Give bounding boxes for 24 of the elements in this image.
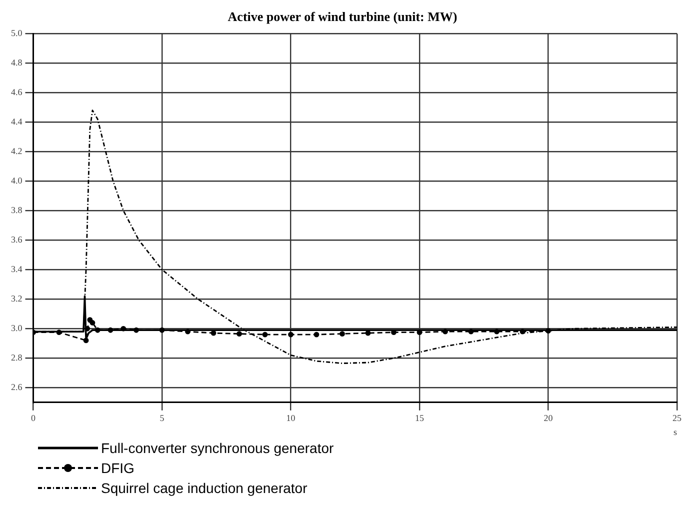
y-tick-label: 5.0 <box>11 28 23 38</box>
legend-label: DFIG <box>101 459 134 478</box>
y-tick-label: 4.6 <box>11 86 23 97</box>
y-tick-label: 3.0 <box>11 323 23 333</box>
x-tick-label: 10 <box>286 413 296 424</box>
y-tick-label: 2.6 <box>11 382 23 392</box>
x-tick-label: 15 <box>415 413 424 424</box>
y-tick-label: 4.8 <box>11 57 23 68</box>
chart-title: Active power of wind turbine (unit: MW) <box>228 9 458 24</box>
y-tick-label: 3.4 <box>11 264 23 274</box>
y-tick-label: 4.4 <box>11 116 23 126</box>
y-tick-label: 3.2 <box>11 293 22 304</box>
y-tick-label: 3.8 <box>11 204 23 215</box>
y-tick-label: 4.2 <box>11 146 22 156</box>
x-tick-label: 25 <box>672 413 682 424</box>
x-tick-label: 5 <box>160 413 165 424</box>
y-tick-label: 2.8 <box>11 352 23 363</box>
x-axis-title: s <box>673 426 678 437</box>
legend-label: Full-converter synchronous generator <box>101 439 334 458</box>
legend-label: Squirrel cage induction generator <box>101 479 308 498</box>
x-tick-label: 20 <box>544 413 554 424</box>
y-tick-label: 4.0 <box>11 175 23 186</box>
y-tick-label: 3.6 <box>11 234 23 244</box>
x-tick-label: 0 <box>31 413 36 424</box>
